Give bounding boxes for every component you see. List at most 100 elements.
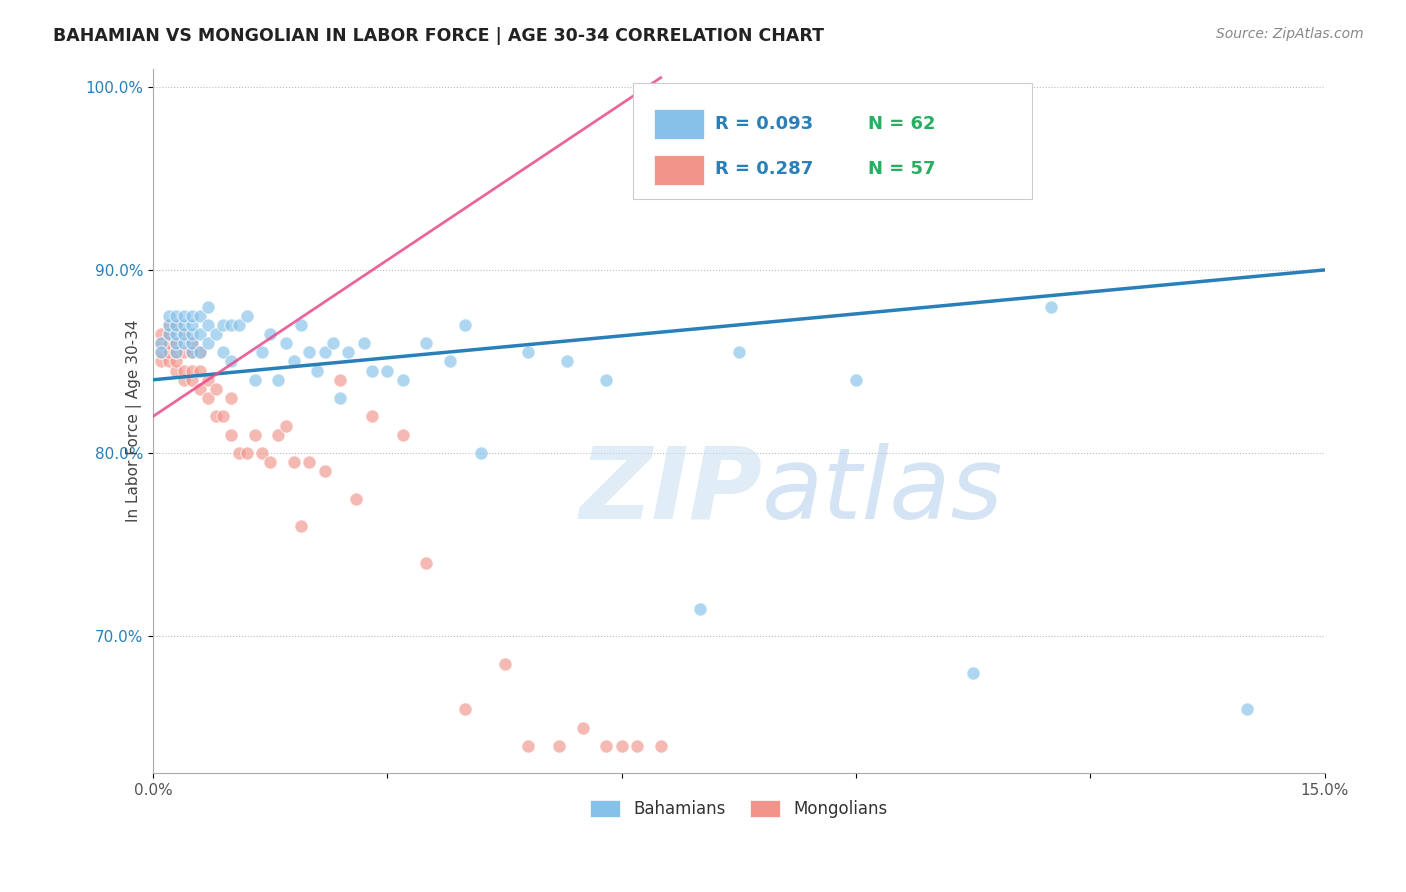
Point (845, 373, 868, 387)
Point (439, 354, 461, 368)
Point (314, 345, 336, 359)
Point (360, 363, 382, 377)
Point (610, 739, 633, 753)
Point (197, 391, 219, 405)
Point (727, 345, 749, 359)
Text: ZIP: ZIP (579, 443, 762, 540)
Point (1040, 300, 1063, 314)
Point (259, 326, 281, 341)
Point (166, 318, 188, 332)
Point (595, 739, 617, 753)
Text: R = 0.093: R = 0.093 (716, 114, 814, 133)
Point (157, 345, 180, 359)
Point (314, 464, 336, 478)
Point (454, 318, 477, 332)
Point (173, 336, 195, 351)
Text: N = 62: N = 62 (868, 114, 935, 133)
Text: N = 57: N = 57 (868, 161, 935, 178)
Point (173, 363, 195, 377)
Point (235, 446, 257, 460)
Point (157, 326, 180, 341)
Point (689, 601, 711, 615)
Point (228, 446, 250, 460)
Text: BAHAMIAN VS MONGOLIAN IN LABOR FORCE | AGE 30-34 CORRELATION CHART: BAHAMIAN VS MONGOLIAN IN LABOR FORCE | A… (53, 27, 824, 45)
Point (181, 336, 204, 351)
Point (650, 739, 672, 753)
Point (219, 318, 242, 332)
Text: Source: ZipAtlas.com: Source: ZipAtlas.com (1216, 27, 1364, 41)
Point (149, 336, 172, 351)
Text: R = 0.287: R = 0.287 (716, 161, 814, 178)
Point (173, 345, 195, 359)
Point (181, 373, 204, 387)
Point (166, 345, 188, 359)
Point (494, 657, 516, 671)
Point (360, 409, 382, 424)
Point (290, 519, 312, 533)
Point (283, 455, 305, 469)
Point (228, 318, 250, 332)
Point (181, 326, 204, 341)
Point (219, 391, 242, 405)
Point (322, 336, 344, 351)
Point (267, 373, 290, 387)
Point (219, 427, 242, 442)
Point (173, 373, 195, 387)
Point (555, 354, 578, 368)
Point (181, 336, 204, 351)
Point (204, 409, 226, 424)
Point (516, 345, 538, 359)
Point (344, 491, 367, 506)
Point (298, 345, 321, 359)
Point (274, 418, 297, 433)
Point (157, 336, 180, 351)
Point (962, 665, 984, 680)
Point (329, 373, 352, 387)
Point (173, 318, 195, 332)
Point (188, 363, 211, 377)
Point (166, 336, 188, 351)
Point (259, 455, 281, 469)
Point (1236, 702, 1258, 716)
Point (166, 326, 188, 341)
Point (305, 363, 328, 377)
Point (267, 427, 290, 442)
Point (516, 739, 538, 753)
Point (166, 318, 188, 332)
Point (392, 427, 415, 442)
Point (197, 373, 219, 387)
Point (283, 354, 305, 368)
Point (212, 318, 235, 332)
Point (157, 326, 180, 341)
Point (149, 345, 172, 359)
Point (181, 363, 204, 377)
Point (219, 354, 242, 368)
Point (212, 409, 235, 424)
Point (252, 446, 274, 460)
Point (235, 309, 257, 323)
Point (166, 363, 188, 377)
Point (252, 345, 274, 359)
Point (173, 326, 195, 341)
FancyBboxPatch shape (654, 155, 703, 185)
Point (375, 363, 398, 377)
Point (274, 336, 297, 351)
Point (290, 318, 312, 332)
Point (298, 455, 321, 469)
Point (181, 318, 204, 332)
Point (197, 336, 219, 351)
Point (212, 345, 235, 359)
Point (166, 336, 188, 351)
Point (149, 336, 172, 351)
Point (353, 336, 375, 351)
Point (157, 318, 180, 332)
Y-axis label: In Labor Force | Age 30-34: In Labor Force | Age 30-34 (127, 319, 142, 522)
Point (595, 373, 617, 387)
Point (337, 345, 360, 359)
Point (149, 345, 172, 359)
Point (188, 382, 211, 396)
Point (415, 336, 437, 351)
Point (329, 391, 352, 405)
Point (197, 318, 219, 332)
Point (571, 721, 593, 735)
